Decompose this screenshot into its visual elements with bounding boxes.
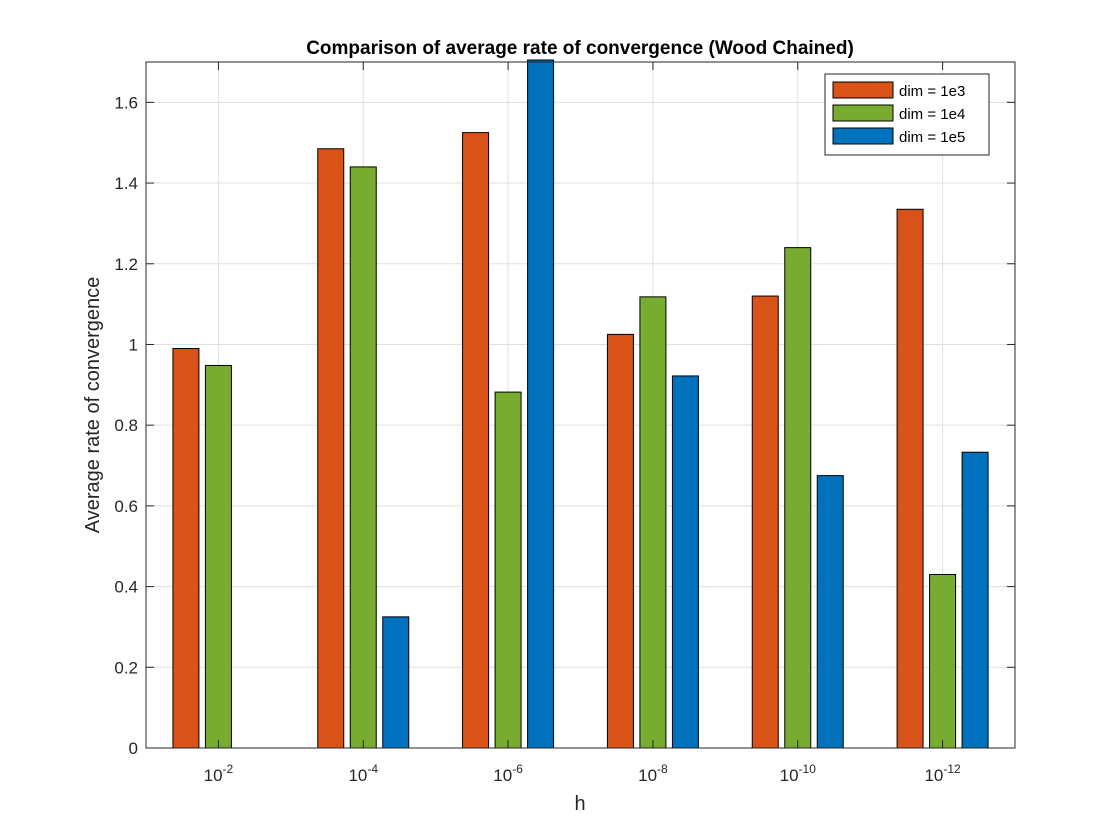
y-tick-label: 0 (129, 739, 138, 758)
plot-frame (145, 61, 1016, 749)
bar (172, 348, 200, 749)
x-tick-label: 10-12 (924, 762, 961, 785)
x-tick-label: 10-6 (493, 762, 523, 785)
x-axis-label: h (574, 793, 585, 815)
bar (784, 247, 812, 749)
bar (494, 391, 522, 749)
bar (671, 375, 699, 749)
legend-swatch (832, 81, 894, 99)
chart-title: Comparison of average rate of convergenc… (306, 38, 854, 59)
bar (527, 59, 555, 749)
y-tick-label: 0.8 (114, 416, 138, 435)
x-tick-label: 10-2 (204, 762, 234, 785)
y-tick-label: 1.2 (114, 255, 138, 274)
x-tick-label: 10-10 (780, 762, 817, 785)
y-tick-label: 0.6 (114, 497, 138, 516)
tick-labels: 0 0.2 0.4 0.6 0.8 1 1.2 1.4 1.6 10-2 10-4 10-6 10-8 1… (114, 93, 961, 785)
bar (382, 616, 410, 749)
y-axis-label: Average rate of convergence (82, 277, 104, 533)
bar (816, 475, 844, 749)
grid-lines (146, 62, 1015, 748)
y-tick-label: 0.2 (114, 658, 138, 677)
y-tick-label: 1.4 (114, 174, 138, 193)
bar-series (172, 59, 989, 749)
legend-entry: dim = 1e4 (899, 106, 965, 123)
bar (462, 132, 490, 749)
legend: dim = 1e3 dim = 1e4 dim = 1e5 (824, 73, 990, 156)
bar (349, 166, 377, 749)
bar (961, 451, 989, 749)
bar (317, 148, 345, 749)
axes (145, 61, 1016, 749)
y-tick-label: 0.4 (114, 578, 138, 597)
bar (751, 295, 779, 749)
legend-swatch (832, 127, 894, 145)
bar (606, 333, 634, 749)
x-tick-label: 10-4 (348, 762, 378, 785)
legend-swatch (832, 104, 894, 122)
bar (204, 364, 232, 749)
bar (929, 573, 957, 749)
y-tick-label: 1.6 (114, 93, 138, 112)
bar (639, 296, 667, 749)
x-tick-label: 10-8 (638, 762, 668, 785)
legend-entry: dim = 1e5 (899, 129, 965, 146)
legend-entry: dim = 1e3 (899, 83, 965, 100)
y-tick-label: 1 (129, 335, 138, 354)
bar (896, 208, 924, 749)
